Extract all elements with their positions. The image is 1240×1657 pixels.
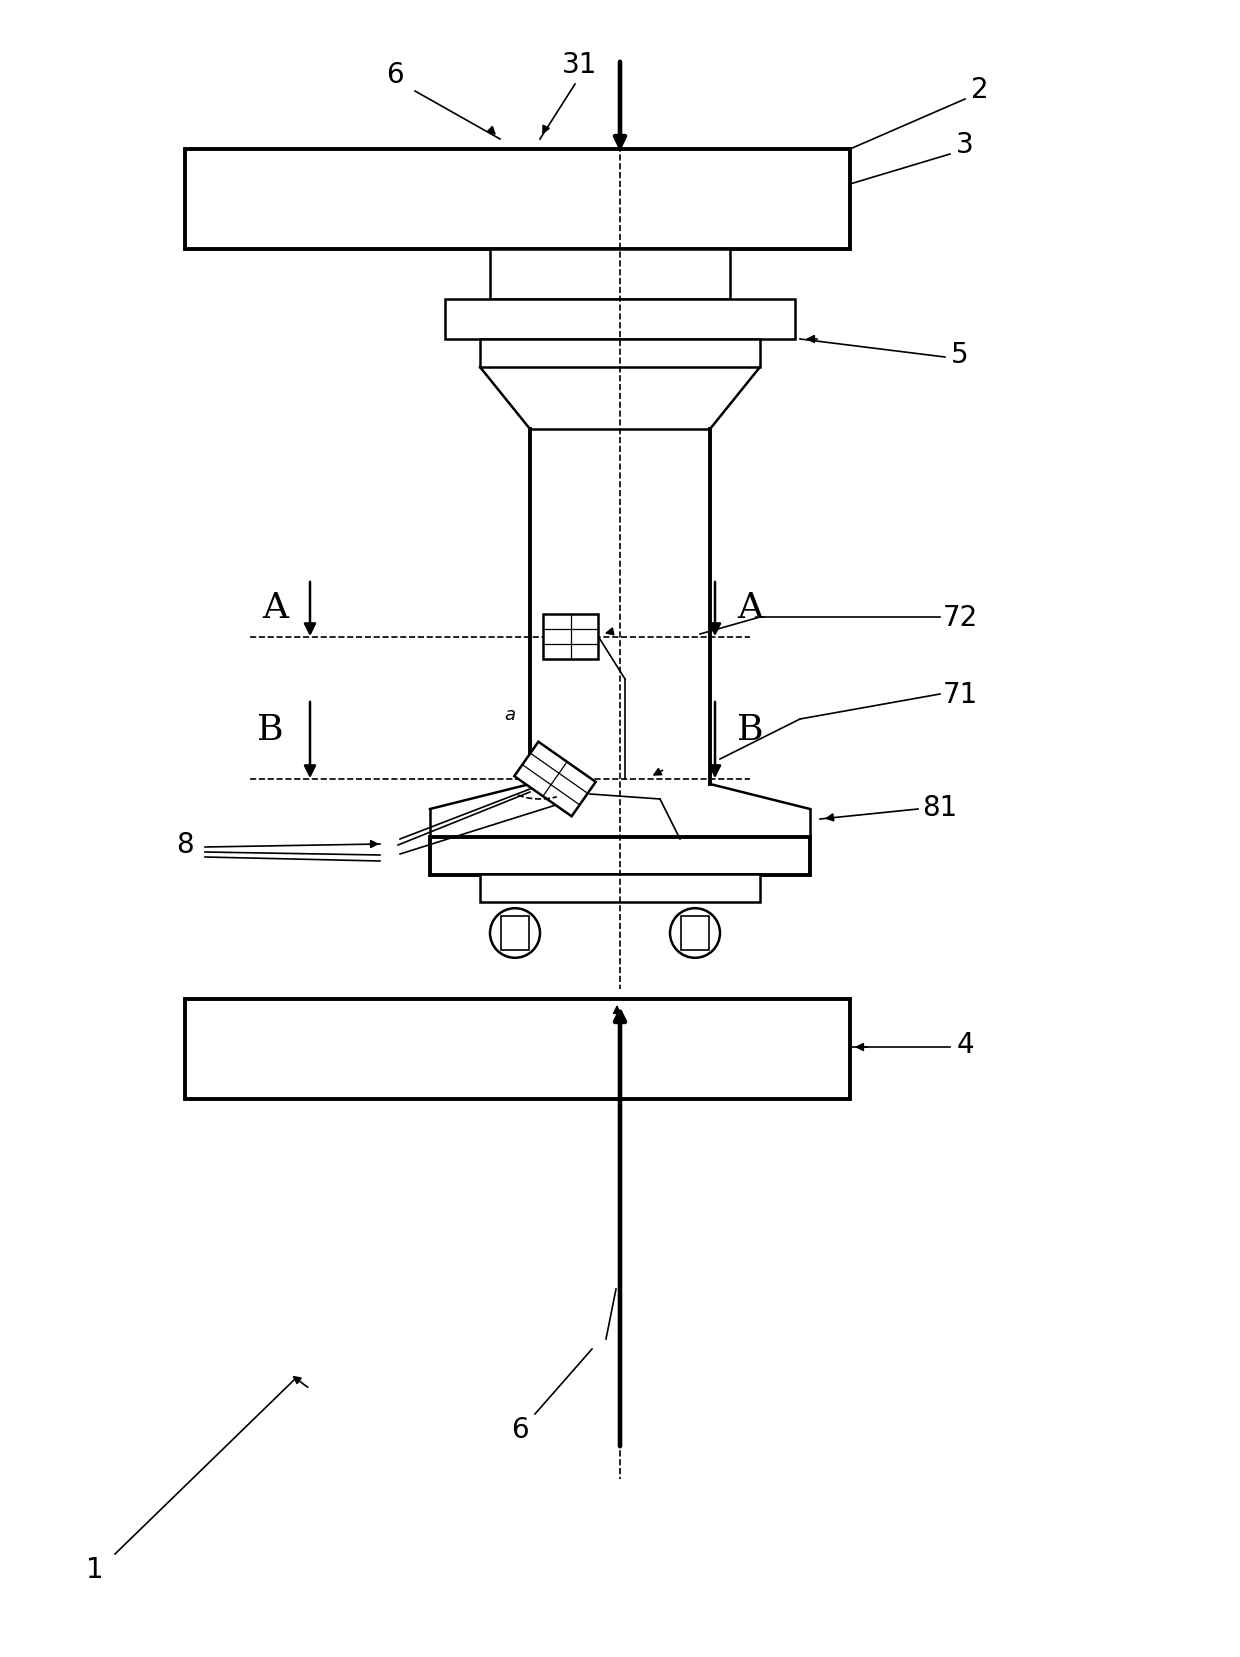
Text: 71: 71 (942, 681, 977, 709)
Bar (430, 837, 810, 875)
Bar (480, 340, 760, 368)
Text: A: A (262, 590, 288, 625)
Text: B: B (737, 713, 764, 747)
Text: 3: 3 (956, 131, 973, 159)
Bar (515, 742, 595, 817)
Ellipse shape (670, 908, 720, 958)
Bar (185, 149, 849, 250)
Text: 31: 31 (562, 51, 598, 80)
Text: 1: 1 (87, 1554, 104, 1582)
Ellipse shape (490, 908, 539, 958)
Text: 81: 81 (923, 794, 957, 822)
Bar (490, 250, 730, 300)
Text: 6: 6 (386, 61, 404, 89)
Text: 2: 2 (971, 76, 988, 104)
Bar (445, 300, 795, 340)
Bar (185, 999, 849, 1099)
Bar (543, 615, 598, 659)
Bar (501, 916, 528, 951)
Text: 8: 8 (176, 830, 193, 858)
Text: A: A (737, 590, 763, 625)
Text: 72: 72 (942, 603, 977, 631)
Text: a: a (505, 706, 516, 724)
Text: 6: 6 (511, 1415, 528, 1443)
Text: 4: 4 (956, 1031, 973, 1059)
Text: 5: 5 (951, 341, 968, 370)
Bar (681, 916, 709, 951)
Text: B: B (257, 713, 283, 747)
Bar (480, 875, 760, 903)
